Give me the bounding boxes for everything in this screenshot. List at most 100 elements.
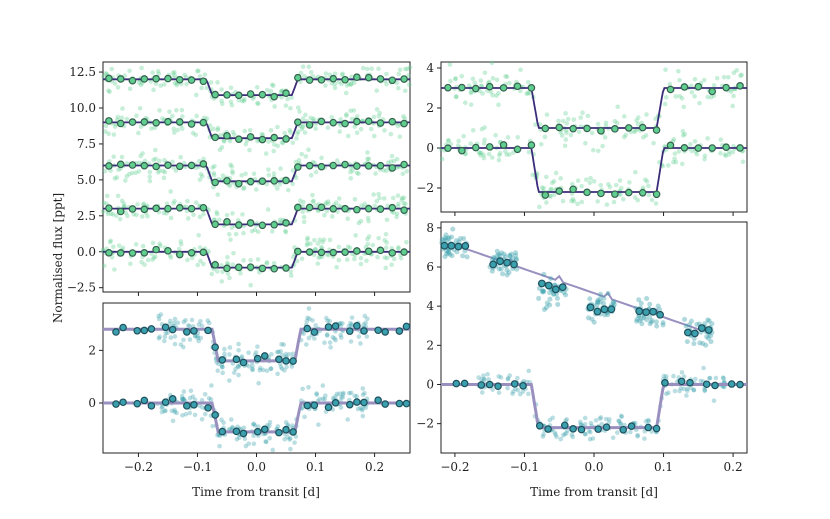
data-point — [240, 99, 245, 104]
data-point — [220, 371, 225, 376]
data-point — [369, 127, 374, 132]
data-point — [141, 244, 146, 249]
data-point — [365, 67, 370, 72]
data-point — [221, 173, 226, 178]
data-point — [563, 143, 568, 148]
binned-point — [389, 204, 395, 210]
data-point — [322, 340, 327, 345]
binned-point — [401, 76, 407, 82]
binned-point — [639, 190, 645, 196]
data-point — [651, 141, 656, 146]
binned-point — [318, 249, 324, 255]
data-point — [375, 107, 380, 112]
binned-point — [478, 382, 484, 388]
binned-point — [205, 405, 211, 411]
data-point — [123, 178, 128, 183]
binned-point — [737, 381, 743, 387]
data-point — [685, 388, 690, 393]
data-point — [632, 130, 637, 135]
data-point — [111, 154, 116, 159]
binned-point — [200, 249, 206, 255]
data-point — [521, 389, 526, 394]
binned-point — [455, 243, 462, 250]
data-point — [579, 184, 584, 189]
data-point — [674, 94, 679, 99]
data-point — [361, 392, 366, 397]
binned-point — [512, 381, 518, 387]
data-point — [348, 246, 353, 251]
binned-point — [205, 327, 211, 333]
data-point — [107, 89, 112, 94]
data-point — [558, 176, 563, 181]
y-tick-label: 4 — [426, 61, 434, 75]
binned-point — [542, 125, 548, 131]
data-point — [222, 352, 227, 357]
data-point — [645, 179, 650, 184]
data-point — [547, 303, 552, 308]
data-point — [709, 339, 714, 344]
data-point — [297, 109, 302, 114]
y-tick-label: 10.0 — [69, 101, 96, 115]
data-point — [369, 66, 374, 71]
data-point — [177, 247, 182, 252]
binned-point — [113, 401, 119, 407]
data-point — [497, 390, 502, 395]
binned-point — [276, 429, 282, 435]
binned-point — [129, 77, 135, 83]
binned-point — [212, 134, 218, 140]
binned-point — [236, 136, 242, 142]
binned-point — [306, 77, 312, 83]
data-point — [536, 296, 541, 301]
binned-point — [537, 423, 543, 429]
binned-point — [342, 120, 348, 126]
data-point — [654, 319, 659, 324]
data-point — [275, 144, 280, 149]
data-point — [693, 139, 698, 144]
binned-point — [295, 75, 301, 81]
data-point — [372, 134, 377, 139]
data-point — [367, 234, 372, 239]
data-point — [250, 367, 255, 372]
data-point — [404, 169, 409, 174]
data-point — [162, 339, 167, 344]
data-point — [676, 69, 681, 74]
data-point — [376, 66, 381, 71]
data-point — [349, 339, 354, 344]
binned-point — [354, 323, 360, 329]
x-tick-label: −0.1 — [510, 460, 539, 474]
binned-point — [184, 329, 190, 335]
data-point — [396, 72, 401, 77]
binned-point — [200, 119, 206, 125]
data-point — [337, 129, 342, 134]
data-point — [738, 73, 743, 78]
x-axis-label-right: Time from transit [d] — [530, 485, 658, 499]
binned-point — [134, 328, 140, 334]
data-point — [661, 320, 666, 325]
data-point — [324, 316, 329, 321]
binned-point — [311, 329, 317, 335]
binned-point — [129, 119, 135, 125]
data-point — [673, 151, 678, 156]
binned-point — [169, 326, 175, 332]
data-point — [490, 155, 495, 160]
data-point — [471, 128, 476, 133]
data-point — [695, 152, 700, 157]
data-point — [136, 131, 141, 136]
data-point — [639, 321, 644, 326]
data-point — [118, 217, 123, 222]
binned-point — [389, 77, 395, 83]
data-point — [305, 236, 310, 241]
data-point — [723, 152, 728, 157]
data-point — [506, 135, 511, 140]
binned-point — [188, 121, 194, 127]
data-point — [403, 202, 408, 207]
data-point — [318, 237, 323, 242]
binned-point — [678, 378, 684, 384]
data-point — [300, 256, 305, 261]
data-point — [563, 111, 568, 116]
data-point — [583, 416, 588, 421]
data-point — [169, 216, 174, 221]
data-point — [479, 78, 484, 83]
data-point — [226, 271, 231, 276]
data-point — [162, 82, 167, 87]
